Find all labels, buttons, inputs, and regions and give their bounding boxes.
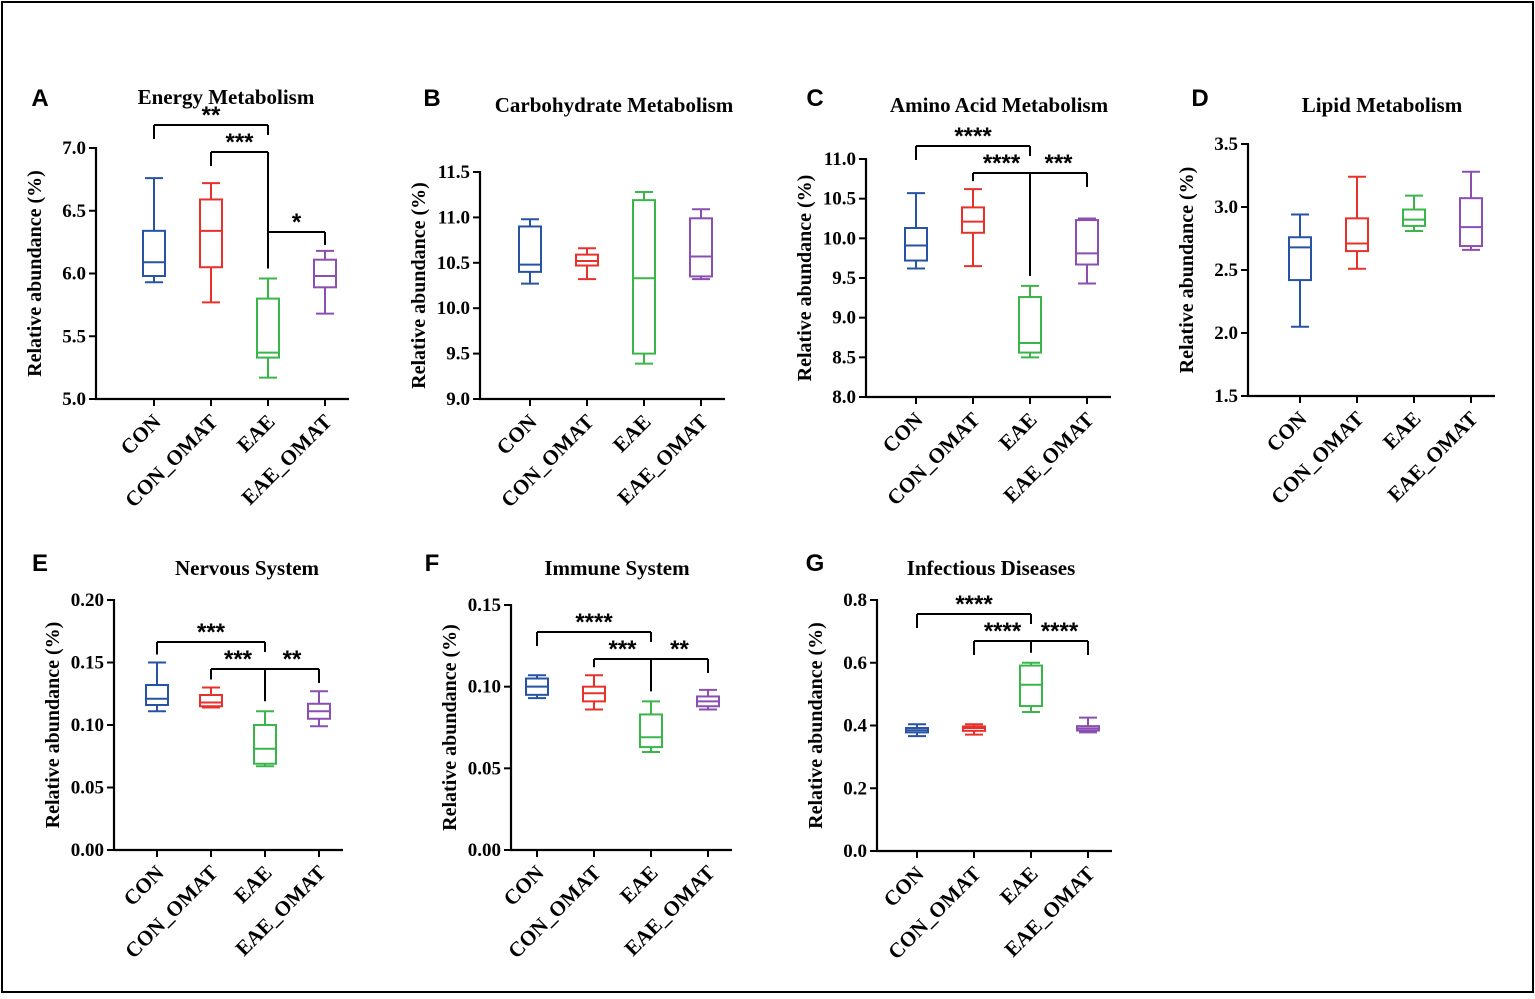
y-axis-label-a: Relative abundance (%) — [24, 170, 46, 377]
box-d-eae — [1402, 208, 1426, 227]
sig-stars-e: *** — [224, 646, 253, 673]
y-axis-label-d: Relative abundance (%) — [1176, 167, 1198, 374]
box-d-con_omat — [1345, 217, 1369, 253]
box-e-eae — [253, 724, 277, 765]
y-tick-label-e: 0.20 — [71, 590, 104, 611]
y-tick-label-b: 11.0 — [438, 207, 470, 228]
sig-stars-e: *** — [197, 619, 226, 646]
y-tick-label-d: 1.5 — [1214, 386, 1238, 407]
y-tick-label-b: 11.5 — [438, 162, 470, 183]
y-tick-label-g: 0.0 — [843, 841, 867, 862]
box-c-con — [904, 227, 928, 262]
y-tick-label-g: 0.6 — [843, 653, 867, 674]
box-d-eae_omat — [1459, 197, 1483, 248]
y-tick-label-e: 0.05 — [71, 778, 104, 799]
box-b-eae — [632, 199, 656, 355]
y-tick-label-d: 2.5 — [1214, 260, 1238, 281]
y-tick-label-g: 0.2 — [843, 778, 867, 799]
y-tick-label-c: 8.0 — [832, 387, 856, 408]
sig-stars-c: **** — [983, 150, 1021, 177]
y-tick-label-a: 6.5 — [62, 201, 86, 222]
y-tick-label-e: 0.00 — [71, 840, 104, 861]
y-tick-label-c: 9.5 — [832, 268, 856, 289]
y-axis-label-b: Relative abundance (%) — [408, 182, 430, 389]
y-tick-label-a: 6.0 — [62, 264, 86, 285]
sig-stars-c: **** — [954, 123, 992, 150]
panel-title-e: Nervous System — [175, 556, 320, 580]
box-d-con — [1288, 236, 1312, 282]
box-g-eae — [1019, 664, 1043, 708]
y-tick-label-a: 5.0 — [62, 389, 86, 410]
panel-title-a: Energy Metabolism — [138, 85, 315, 109]
y-tick-label-c: 9.0 — [832, 308, 856, 329]
y-tick-label-f: 0.15 — [468, 595, 501, 616]
y-tick-label-a: 7.0 — [62, 138, 86, 159]
y-tick-label-d: 3.5 — [1214, 134, 1238, 155]
box-a-eae_omat — [313, 258, 337, 289]
y-tick-label-d: 2.0 — [1214, 323, 1238, 344]
y-tick-label-b: 10.0 — [437, 298, 470, 319]
y-tick-label-g: 0.4 — [843, 716, 867, 737]
sig-stars-a: ** — [202, 102, 221, 129]
y-axis-label-f: Relative abundance (%) — [439, 624, 461, 831]
panel-title-c: Amino Acid Metabolism — [890, 93, 1109, 117]
y-axis-label-e: Relative abundance (%) — [42, 622, 64, 829]
sig-stars-f: *** — [608, 636, 637, 663]
sig-stars-a: *** — [225, 129, 254, 156]
box-e-con — [145, 684, 169, 706]
y-axis-label-c: Relative abundance (%) — [794, 175, 816, 382]
box-c-eae — [1018, 296, 1042, 354]
box-b-eae_omat — [689, 217, 713, 278]
panel-title-g: Infectious Diseases — [907, 556, 1076, 580]
sig-stars-g: **** — [984, 618, 1022, 645]
box-f-eae — [639, 713, 663, 749]
sig-stars-g: **** — [955, 591, 993, 618]
y-tick-label-g: 0.8 — [843, 590, 867, 611]
box-c-eae_omat — [1075, 219, 1099, 266]
y-tick-label-c: 11.0 — [824, 149, 856, 170]
panel-label-e: E — [32, 550, 48, 577]
panel-title-b: Carbohydrate Metabolism — [495, 93, 734, 117]
y-tick-label-a: 5.5 — [62, 326, 86, 347]
panel-label-c: C — [806, 85, 823, 112]
y-tick-label-f: 0.05 — [468, 758, 501, 779]
y-tick-label-c: 10.5 — [823, 189, 856, 210]
box-a-eae — [256, 297, 280, 359]
y-tick-label-e: 0.10 — [71, 715, 104, 736]
sig-stars-a: * — [292, 209, 302, 236]
sig-stars-e: ** — [283, 646, 302, 673]
y-tick-label-c: 8.5 — [832, 347, 856, 368]
box-b-con — [518, 225, 542, 273]
y-tick-label-c: 10.0 — [823, 228, 856, 249]
box-a-con_omat — [199, 198, 223, 269]
sig-stars-f: **** — [575, 609, 613, 636]
y-tick-label-b: 10.5 — [437, 253, 470, 274]
y-tick-label-b: 9.5 — [446, 344, 470, 365]
box-a-con — [142, 229, 166, 278]
y-tick-label-f: 0.00 — [468, 840, 501, 861]
panel-label-b: B — [423, 85, 440, 112]
y-tick-label-f: 0.10 — [468, 677, 501, 698]
y-axis-label-g: Relative abundance (%) — [805, 622, 827, 829]
y-tick-label-b: 9.0 — [446, 389, 470, 410]
panel-label-a: A — [31, 85, 48, 112]
y-tick-label-d: 3.0 — [1214, 197, 1238, 218]
panel-title-d: Lipid Metabolism — [1302, 93, 1463, 117]
box-c-con_omat — [961, 206, 985, 234]
sig-stars-g: **** — [1041, 618, 1079, 645]
sig-stars-c: *** — [1044, 150, 1073, 177]
panel-title-f: Immune System — [544, 556, 690, 580]
sig-stars-f: ** — [670, 636, 689, 663]
box-e-con_omat — [199, 694, 223, 708]
panel-label-d: D — [1191, 85, 1208, 112]
panel-label-f: F — [425, 550, 440, 577]
panel-label-g: G — [806, 550, 825, 577]
y-tick-label-e: 0.15 — [71, 653, 104, 674]
